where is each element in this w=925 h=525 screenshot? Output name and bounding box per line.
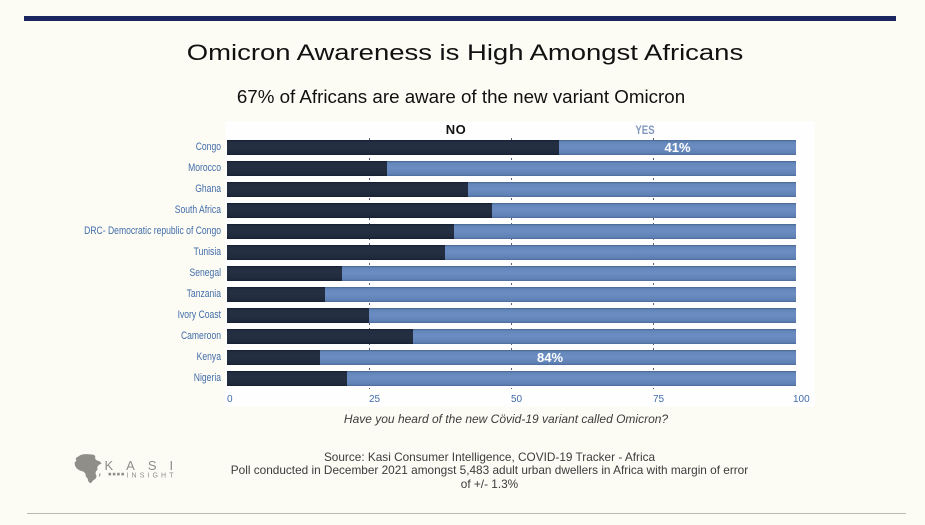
svg-text:KASI: KASI (105, 458, 187, 473)
svg-text:INSIGHT: INSIGHT (127, 473, 177, 480)
